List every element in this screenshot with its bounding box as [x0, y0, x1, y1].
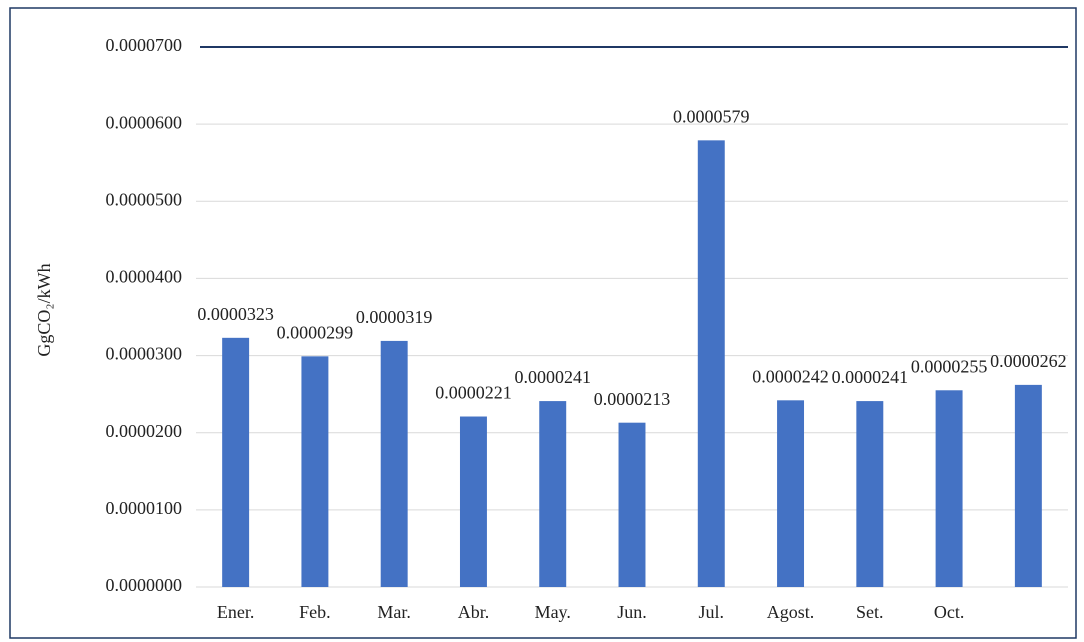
- data-label: 0.0000319: [356, 307, 433, 327]
- data-label: 0.0000255: [911, 356, 988, 376]
- bar: [380, 340, 408, 587]
- bar: [697, 140, 725, 588]
- y-tick-label: 0.0000400: [106, 267, 183, 287]
- x-tick-label: May.: [535, 602, 571, 622]
- x-tick-label: Jun.: [617, 602, 647, 622]
- data-label: 0.0000323: [197, 304, 274, 324]
- x-tick-label: Abr.: [458, 602, 490, 622]
- data-label: 0.0000262: [990, 351, 1067, 371]
- bar: [222, 337, 250, 587]
- x-tick-label: Jul.: [699, 602, 725, 622]
- bar: [777, 400, 805, 587]
- bar: [935, 390, 963, 587]
- data-label: 0.0000241: [832, 367, 909, 387]
- x-tick-label: Agost.: [767, 602, 815, 622]
- x-tick-label: Feb.: [299, 602, 331, 622]
- data-label: 0.0000213: [594, 389, 671, 409]
- y-tick-label: 0.0000300: [106, 344, 183, 364]
- y-tick-label: 0.0000600: [106, 112, 183, 132]
- data-label: 0.0000241: [514, 367, 591, 387]
- x-tick-label: Ener.: [217, 602, 255, 622]
- data-label: 0.0000221: [435, 383, 512, 403]
- y-tick-label: 0.0000000: [106, 575, 183, 595]
- bar: [459, 416, 487, 587]
- x-tick-label: Oct.: [934, 602, 965, 622]
- bar: [856, 401, 884, 587]
- bar: [1014, 384, 1042, 587]
- y-tick-label: 0.0000100: [106, 498, 183, 518]
- y-tick-label: 0.0000700: [106, 35, 183, 55]
- bar: [539, 401, 567, 587]
- y-tick-label: 0.0000500: [106, 189, 183, 209]
- x-tick-label: Set.: [856, 602, 884, 622]
- data-label: 0.0000579: [673, 106, 750, 126]
- y-tick-label: 0.0000200: [106, 421, 183, 441]
- x-tick-label: Mar.: [377, 602, 411, 622]
- data-label: 0.0000242: [752, 366, 829, 386]
- data-label: 0.0000299: [277, 322, 354, 342]
- bar: [618, 422, 646, 587]
- bar: [301, 356, 329, 587]
- y-axis-label: GgCO₂/kWh: [34, 263, 54, 356]
